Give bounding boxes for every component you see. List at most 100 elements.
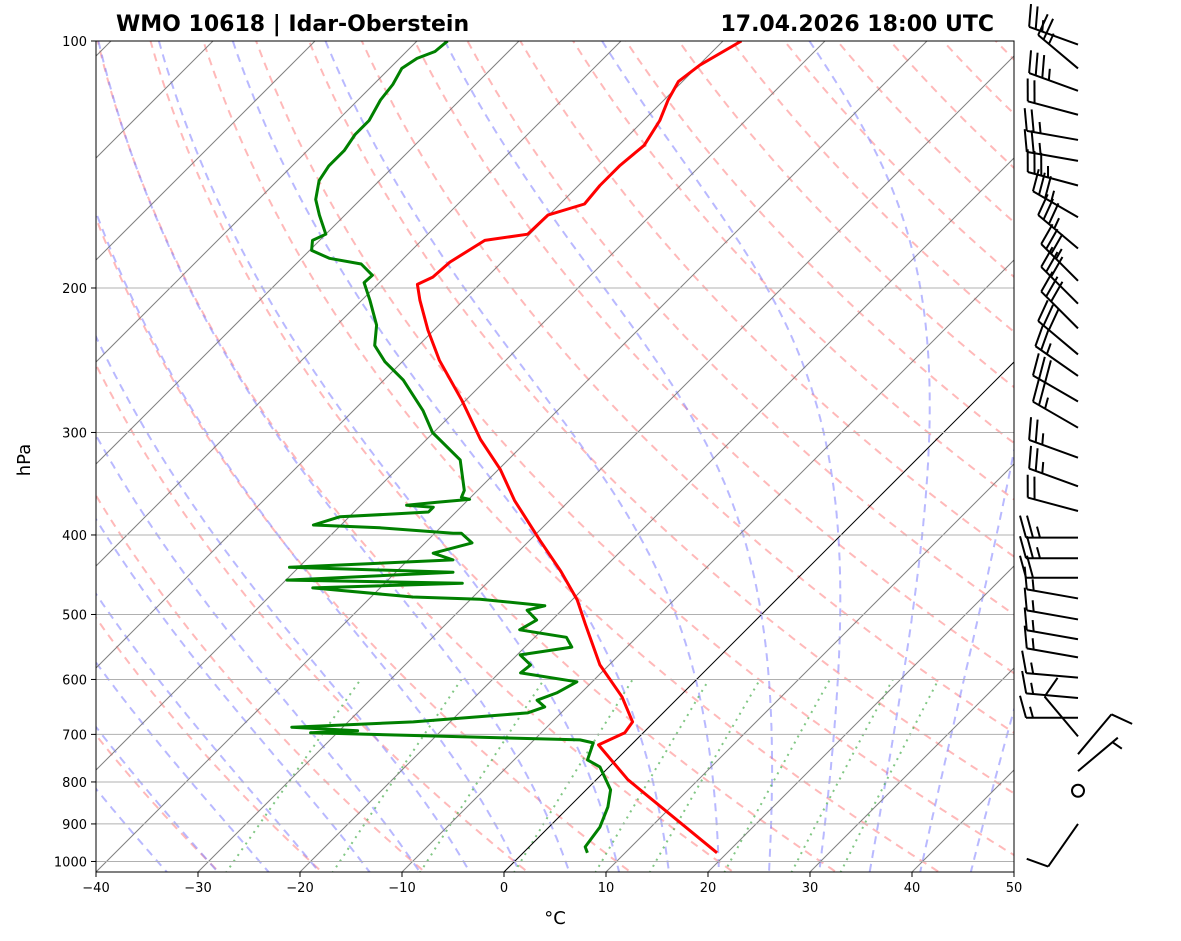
barb-feather [1045,251,1059,273]
moist-adiabat [96,592,321,872]
dry-adiabat [96,41,736,872]
moist-adiabat [96,517,371,872]
chart-title-station: WMO 10618 | Idar-Oberstein [116,12,469,37]
y-tick-label: 1000 [54,855,87,870]
barb-shaft [1037,320,1079,356]
wind-barb [1021,670,1079,699]
barb-shaft [1037,34,1079,70]
barb-feather [1019,695,1027,718]
barb-half-feather [1029,706,1034,718]
x-axis-label: °C [544,908,566,929]
barb-feather [1031,353,1040,376]
barb-shaft [1077,713,1113,755]
barb-shaft [1040,290,1079,330]
barb-feather [1040,223,1054,245]
barb-feather [1031,379,1040,402]
dry-adiabat [149,41,839,872]
barb-feather [1028,3,1033,27]
moist-adiabat [97,41,571,872]
wind-barb [1021,650,1079,679]
barb-feather [1047,308,1060,331]
dry-adiabat [255,41,1014,857]
barb-feather [1023,566,1028,590]
barb-feather [1044,360,1052,383]
barb-feather [1034,448,1039,472]
barb-feather [1043,677,1059,698]
barb-feather [1045,276,1059,298]
wind-barb [1077,713,1133,755]
barb-half-feather [1031,600,1035,612]
barb-feather [1023,129,1028,152]
barb-feather [1040,246,1054,268]
wind-barb [1023,587,1079,621]
isotherm [96,41,826,771]
dry-adiabat [413,41,1014,675]
barb-feather [1026,857,1049,868]
y-tick-label: 500 [62,608,87,623]
moist-adiabat [96,660,270,872]
barb-feather [1028,417,1033,440]
profiles [285,41,743,854]
barb-shaft [1028,467,1079,488]
barb-shaft [1034,345,1079,377]
isotherm [401,259,1014,872]
barb-shaft [1028,438,1079,459]
wind-barb [1037,13,1079,70]
dry-adiabat [571,41,1014,501]
x-tick-label: 10 [598,881,615,896]
wind-barb [1019,695,1078,719]
barb-half-feather [1041,461,1045,474]
dry-adiabat [466,41,1014,616]
barb-shaft [1032,400,1079,429]
barb-half-feather [1047,68,1051,81]
wind-barb [1028,50,1079,92]
barb-feather [1038,382,1046,406]
barb-feather [1111,713,1133,725]
temperature-line [415,41,743,854]
barb-half-feather [1041,433,1045,445]
wind-barb [1023,607,1079,641]
x-tick-label: 50 [1006,881,1023,896]
barb-half-feather [1038,121,1042,134]
barb-shaft [1026,692,1079,699]
moist-adiabat [808,41,931,872]
barb-half-feather [1053,217,1060,229]
calm-circle [1071,783,1085,798]
x-tick-label: 20 [700,881,717,896]
wind-barb [1040,271,1079,330]
wind-barb [1037,299,1079,356]
wind-barb [1023,108,1079,141]
isotherm [96,41,520,465]
x-tick-label: 30 [802,881,819,896]
wind-barb [1028,417,1079,459]
mixing-ratio-line [594,678,710,872]
barb-shaft [1077,736,1119,772]
isotherm [96,41,724,669]
barb-feather [1019,515,1027,538]
isotherm [605,463,1014,872]
barb-feather [1038,356,1046,380]
wind-barb [1019,535,1078,560]
barb-half-feather [1044,397,1049,409]
y-tick-label: 700 [62,728,87,743]
barb-feather [1037,13,1049,36]
y-tick-label: 800 [62,776,87,791]
moist-adiabat [969,706,1014,872]
mixing-ratio-line [723,678,831,872]
barb-half-feather [1030,662,1035,674]
barb-feather [1041,54,1046,78]
y-tick-label: 400 [62,529,87,544]
moist-adiabat [96,433,421,872]
barb-feather [1047,202,1060,225]
moist-adiabat [96,209,521,872]
mixing-ratio-line [790,678,894,872]
isotherm [809,667,1014,872]
x-tick-label: −40 [82,881,109,896]
moist-adiabat [324,41,720,872]
barb-feather [1038,172,1046,196]
barb-shaft [1026,672,1079,679]
barb-shaft [1027,171,1079,187]
zero-isotherm [503,361,1014,872]
wind-barb [1026,823,1079,868]
